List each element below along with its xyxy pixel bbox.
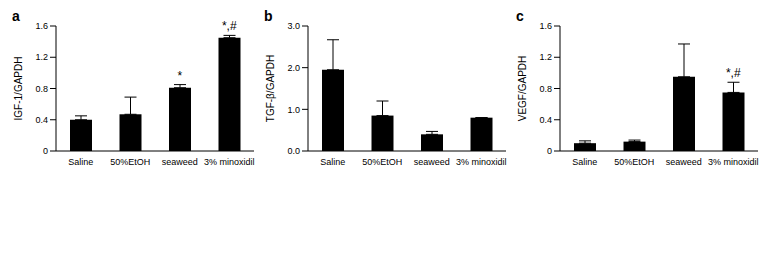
svg-text:0.0: 0.0 bbox=[287, 146, 300, 156]
svg-text:1.2: 1.2 bbox=[539, 52, 552, 62]
svg-text:seaweed: seaweed bbox=[414, 157, 450, 167]
svg-text:1.0: 1.0 bbox=[287, 105, 300, 115]
svg-text:50%EtOH: 50%EtOH bbox=[362, 157, 402, 167]
svg-text:0.4: 0.4 bbox=[539, 115, 552, 125]
html-text:c: c bbox=[516, 8, 524, 24]
svg-text:1.2: 1.2 bbox=[35, 52, 48, 62]
html-text:b: b bbox=[264, 8, 273, 24]
svg-text:3% minoxidil: 3% minoxidil bbox=[456, 157, 507, 167]
svg-text:0: 0 bbox=[547, 146, 552, 156]
svg-text:Saline: Saline bbox=[68, 157, 93, 167]
svg-text:seaweed: seaweed bbox=[162, 157, 198, 167]
svg-text:*: * bbox=[177, 69, 182, 83]
svg-text:seaweed: seaweed bbox=[666, 157, 702, 167]
svg-text:VEGF/GAPDH: VEGF/GAPDH bbox=[517, 56, 528, 122]
svg-text:1.6: 1.6 bbox=[539, 21, 552, 31]
svg-text:2.0: 2.0 bbox=[287, 63, 300, 73]
svg-text:0: 0 bbox=[43, 146, 48, 156]
svg-text:50%EtOH: 50%EtOH bbox=[614, 157, 654, 167]
html-text:a: a bbox=[12, 8, 20, 24]
svg-text:*,#: *,# bbox=[726, 66, 741, 80]
svg-text:3% minoxidil: 3% minoxidil bbox=[204, 157, 255, 167]
svg-text:IGF-1/GAPDH: IGF-1/GAPDH bbox=[13, 57, 24, 121]
svg-text:0.8: 0.8 bbox=[539, 84, 552, 94]
svg-text:50%EtOH: 50%EtOH bbox=[110, 157, 150, 167]
svg-text:Saline: Saline bbox=[572, 157, 597, 167]
svg-text:TGF-β/GAPDH: TGF-β/GAPDH bbox=[265, 55, 276, 122]
svg-text:*,#: *,# bbox=[222, 19, 237, 33]
svg-text:3% minoxidil: 3% minoxidil bbox=[708, 157, 759, 167]
svg-text:1.6: 1.6 bbox=[35, 21, 48, 31]
svg-text:0.4: 0.4 bbox=[35, 115, 48, 125]
svg-text:3.0: 3.0 bbox=[287, 21, 300, 31]
svg-text:0.8: 0.8 bbox=[35, 84, 48, 94]
svg-text:Saline: Saline bbox=[320, 157, 345, 167]
